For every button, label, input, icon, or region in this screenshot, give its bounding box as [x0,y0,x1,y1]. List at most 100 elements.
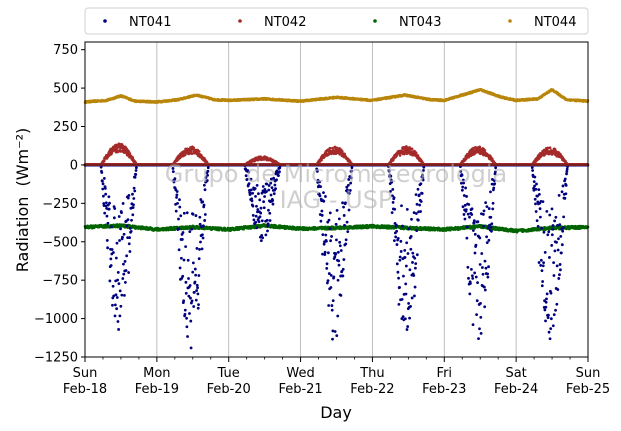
point-NT041 [324,233,328,237]
point-NT041 [191,212,195,216]
point-NT041 [255,204,258,208]
point-NT041 [268,211,272,215]
point-NT041 [544,300,548,304]
point-NT041 [115,307,119,311]
point-NT041 [393,207,397,211]
point-NT041 [194,214,198,217]
point-NT041 [334,252,338,255]
point-NT041 [258,198,262,202]
point-NT041 [124,269,128,272]
point-NT041 [533,184,536,188]
point-NT041 [329,286,333,289]
point-NT041 [101,187,105,191]
point-NT041 [128,236,131,239]
plot-area: Grupo de Micrometeorologia IAG - USP [83,41,590,358]
point-NT041 [485,235,489,239]
point-NT041 [468,215,471,219]
point-NT041 [116,271,120,274]
point-NT041 [335,238,338,242]
point-NT041 [345,220,349,224]
point-NT041 [542,261,545,265]
point-NT041 [471,276,475,280]
point-NT041 [196,292,200,296]
point-NT041 [255,226,259,230]
point-NT041 [132,203,135,207]
point-NT041 [108,279,112,283]
point-NT041 [196,306,200,310]
point-NT041 [478,263,482,266]
point-NT041 [473,271,477,275]
point-NT041 [485,241,489,245]
point-NT041 [555,264,559,268]
point-NT041 [395,243,399,246]
point-NT041 [192,291,196,294]
point-NT041 [132,186,136,190]
point-NT041 [260,219,264,223]
point-NT041 [201,233,204,237]
point-NT041 [325,239,328,243]
point-NT041 [103,211,107,215]
point-NT041 [271,199,275,202]
point-NT041 [490,229,493,233]
point-NT041 [198,247,201,251]
point-NT041 [553,249,557,253]
point-NT041 [406,252,410,255]
point-NT041 [479,332,483,335]
point-NT041 [129,229,133,233]
point-NT041 [125,224,129,228]
point-NT041 [487,238,491,242]
point-NT041 [534,202,537,206]
point-NT041 [560,190,564,194]
point-NT041 [537,261,541,264]
point-NT041 [551,324,555,328]
point-NT041 [272,192,276,196]
point-NT041 [565,172,568,176]
point-NT041 [481,272,485,276]
point-NT041 [199,198,203,201]
point-NT041 [404,292,408,296]
point-NT041 [410,217,413,221]
point-NT041 [327,218,331,222]
point-NT041 [134,169,138,172]
point-NT041 [117,282,121,286]
point-NT041 [133,175,137,179]
point-NT041 [264,233,268,237]
point-NT041 [131,192,134,196]
point-NT041 [176,201,179,205]
point-NT041 [133,189,137,193]
point-NT041 [392,239,396,242]
point-NT041 [251,213,255,217]
point-NT041 [197,274,201,277]
point-NT041 [183,312,187,316]
point-NT041 [268,219,272,222]
point-NT041 [185,316,188,320]
point-NT041 [123,293,126,297]
point-NT041 [329,239,333,243]
point-NT041 [192,305,196,308]
point-NT041 [182,211,186,215]
point-NT041 [266,222,270,226]
point-NT041 [109,257,113,261]
point-NT041 [118,314,122,318]
point-NT041 [549,317,553,321]
point-NT041 [418,203,422,207]
point-NT041 [100,171,104,174]
point-NT041 [546,316,550,320]
point-NT041 [101,179,104,183]
point-NT041 [541,200,545,204]
point-NT041 [326,251,330,255]
point-NT041 [544,305,548,309]
point-NT041 [479,315,483,319]
legend-label-NT044: NT044 [534,15,576,30]
point-NT041 [121,277,125,280]
point-NT041 [117,328,120,331]
point-NT041 [199,240,202,244]
point-NT041 [119,227,122,231]
point-NT041 [560,243,564,247]
point-NT041 [179,256,183,260]
point-NT041 [321,233,325,237]
legend-entry-NT041: NT041 [103,15,171,30]
point-NT041 [409,247,413,251]
point-NT041 [557,193,561,197]
point-NT041 [332,275,336,279]
